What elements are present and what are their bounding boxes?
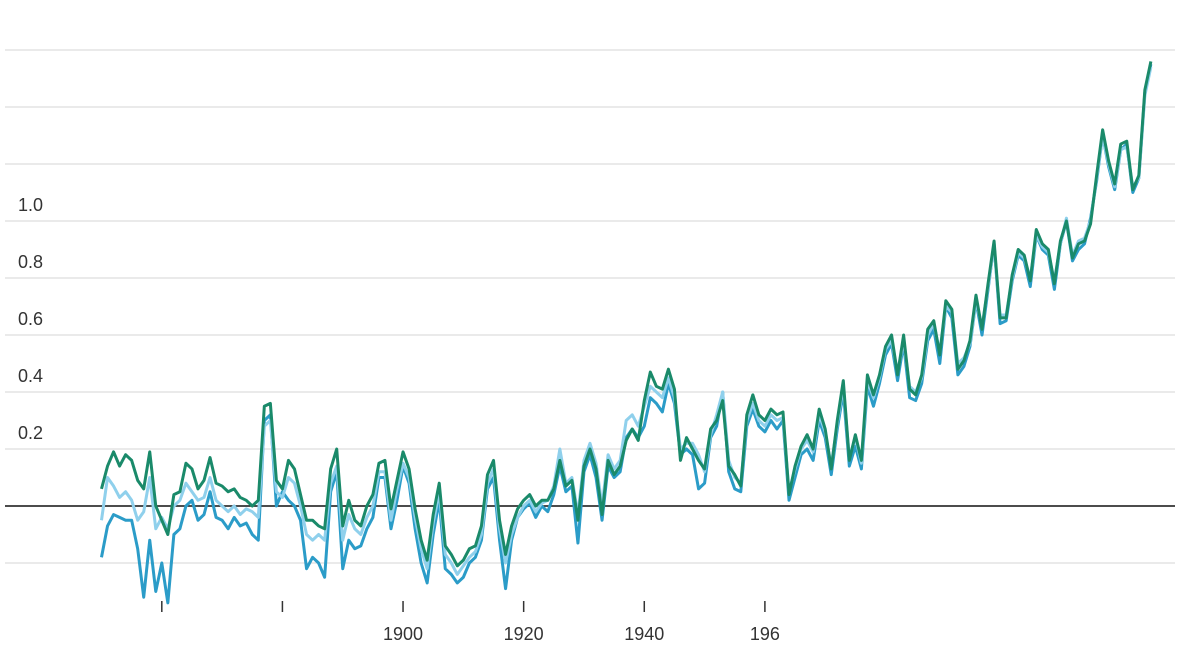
series-line	[100, 61, 1153, 568]
y-tick-label: 1.0	[18, 195, 43, 215]
y-tick-label: 0.6	[18, 309, 43, 329]
y-tick-label: 0.4	[18, 366, 43, 386]
y-tick-label: 0.8	[18, 252, 43, 272]
x-tick-label: 1920	[504, 624, 544, 644]
x-tick-label: 1900	[383, 624, 423, 644]
y-tick-label: 0.2	[18, 423, 43, 443]
x-tick-label: 1940	[624, 624, 664, 644]
series-line	[100, 63, 1153, 605]
x-tick-label: 196	[750, 624, 780, 644]
